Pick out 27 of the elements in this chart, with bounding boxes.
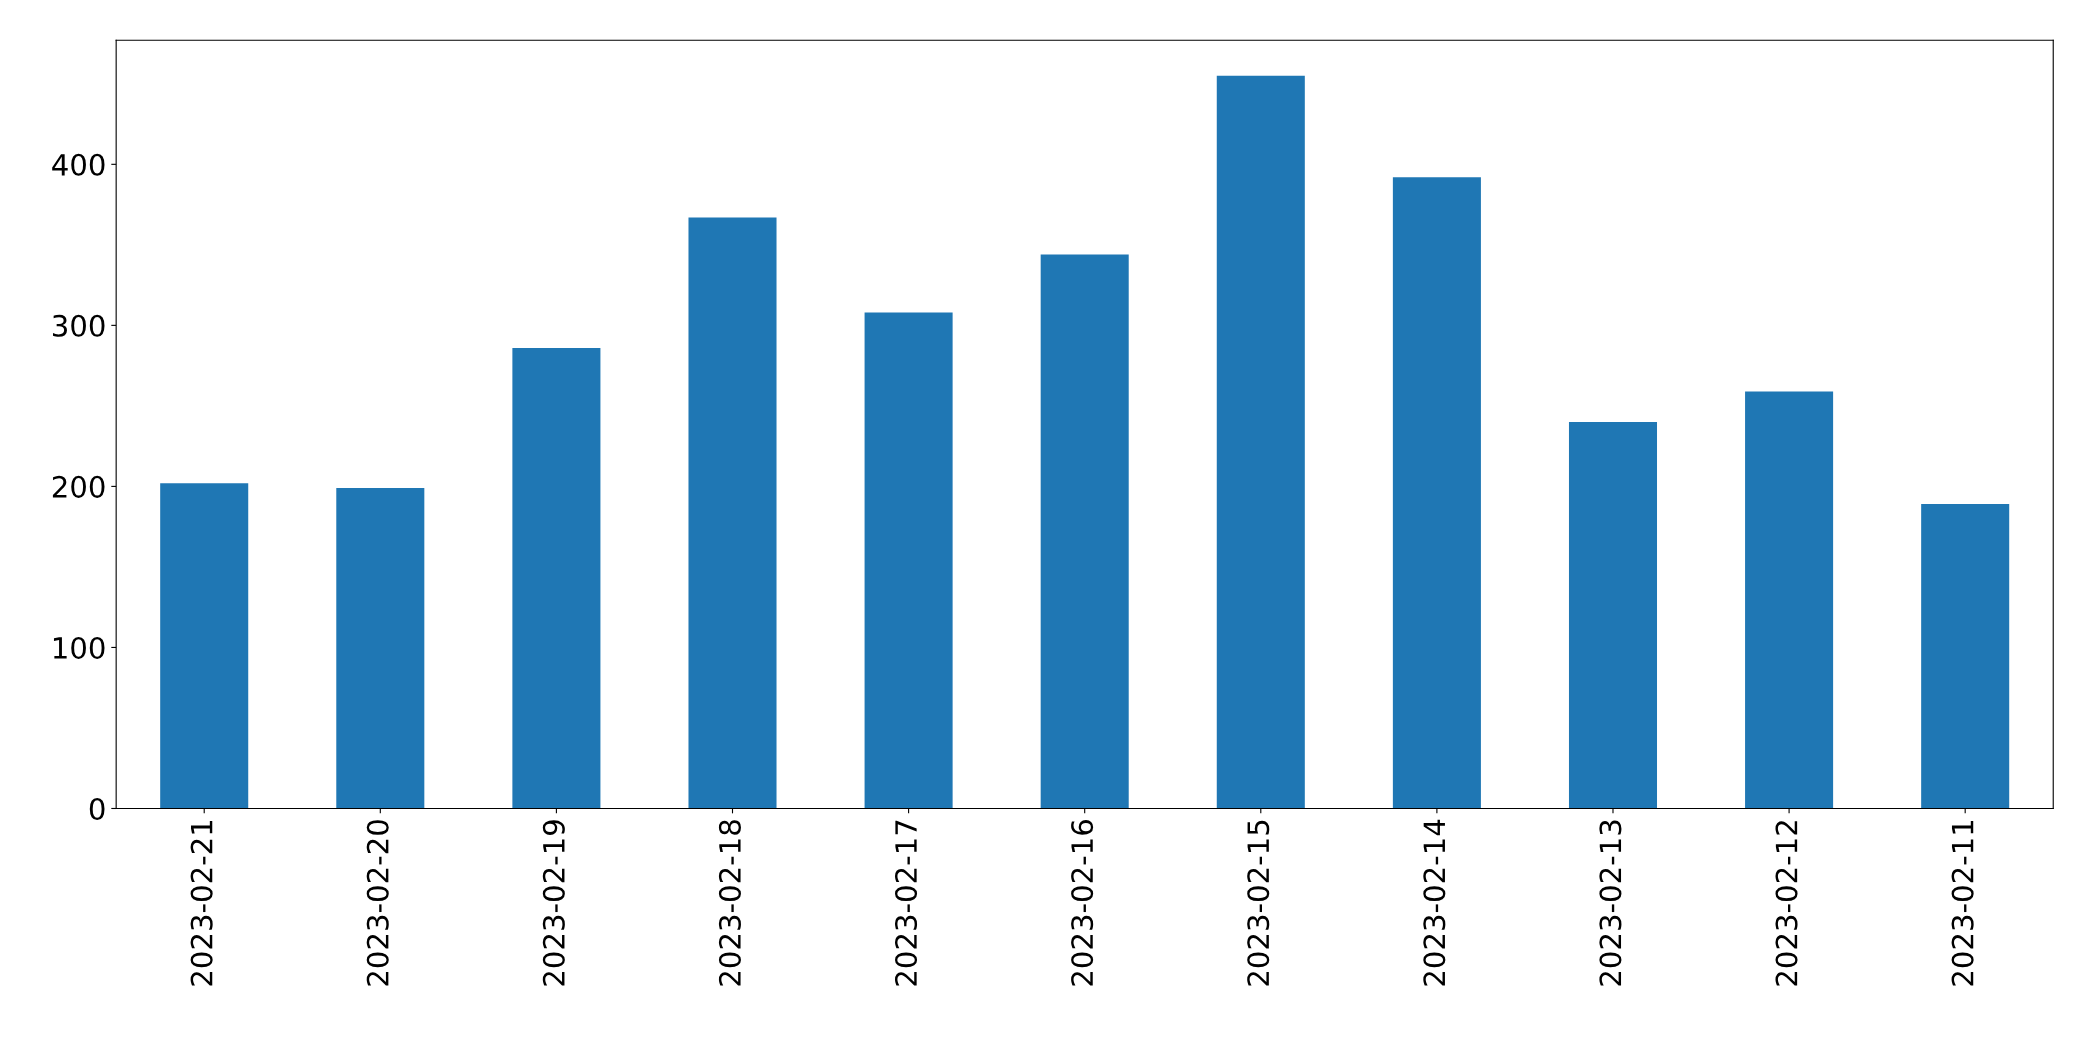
y-tick-label: 200 bbox=[52, 475, 105, 498]
bar bbox=[1568, 421, 1658, 809]
x-tick-label: 2023-02-19 bbox=[542, 820, 565, 986]
bar bbox=[688, 217, 777, 809]
x-tick-label: 2023-02-16 bbox=[1071, 820, 1094, 986]
bar bbox=[1921, 504, 2010, 809]
x-tick-label: 2023-02-17 bbox=[895, 820, 918, 986]
y-tick-label: 0 bbox=[89, 797, 105, 820]
bar bbox=[1040, 254, 1129, 809]
y-tick-label: 100 bbox=[53, 636, 105, 659]
bar bbox=[1392, 177, 1481, 809]
x-tick-label: 2023-02-13 bbox=[1599, 820, 1622, 986]
bar bbox=[1745, 391, 1834, 809]
bar bbox=[864, 312, 953, 809]
bar bbox=[1216, 75, 1305, 809]
x-tick-label: 2023-02-15 bbox=[1247, 820, 1270, 986]
x-tick-label: 2023-02-21 bbox=[190, 820, 213, 986]
bar bbox=[512, 347, 601, 809]
x-tick-label: 2023-02-14 bbox=[1423, 819, 1446, 986]
y-tick-label: 400 bbox=[52, 153, 105, 176]
x-tick-label: 2023-02-20 bbox=[366, 820, 389, 986]
x-tick-label: 2023-02-18 bbox=[718, 820, 741, 986]
y-tick-label: 300 bbox=[52, 314, 105, 337]
bar bbox=[160, 483, 249, 809]
x-tick-label: 2023-02-12 bbox=[1775, 821, 1798, 986]
bar bbox=[336, 488, 425, 809]
x-tick-label: 2023-02-11 bbox=[1951, 820, 1974, 986]
